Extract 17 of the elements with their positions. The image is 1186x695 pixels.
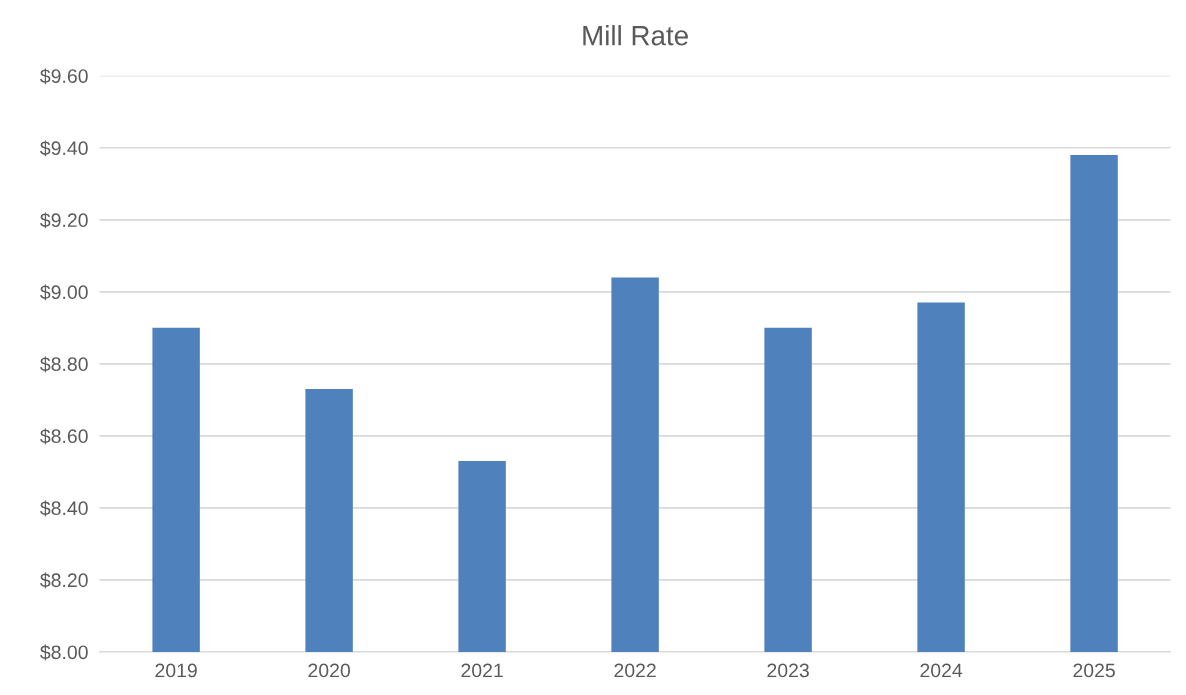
x-tick-label: 2021 xyxy=(461,663,503,678)
y-tick-label: $9.20 xyxy=(40,212,88,229)
x-tick-label: 2025 xyxy=(1073,663,1115,678)
y-tick-label: $8.20 xyxy=(40,572,88,589)
x-tick-label: 2024 xyxy=(920,663,963,678)
y-tick-label: $9.40 xyxy=(40,140,88,157)
x-tick-label: 2023 xyxy=(767,663,809,678)
x-tick-label: 2020 xyxy=(308,663,350,678)
y-tick-label: $8.60 xyxy=(40,428,88,445)
y-tick-label: $9.00 xyxy=(40,284,88,301)
x-tick-label: 2022 xyxy=(614,663,656,678)
y-tick-label: $8.80 xyxy=(40,356,88,373)
y-tick-label: $8.40 xyxy=(40,500,88,517)
y-tick-label: $8.00 xyxy=(40,644,88,661)
chart-title: Mill Rate xyxy=(583,25,688,46)
y-tick-label: $9.60 xyxy=(40,68,88,85)
x-tick-label: 2019 xyxy=(155,663,197,678)
